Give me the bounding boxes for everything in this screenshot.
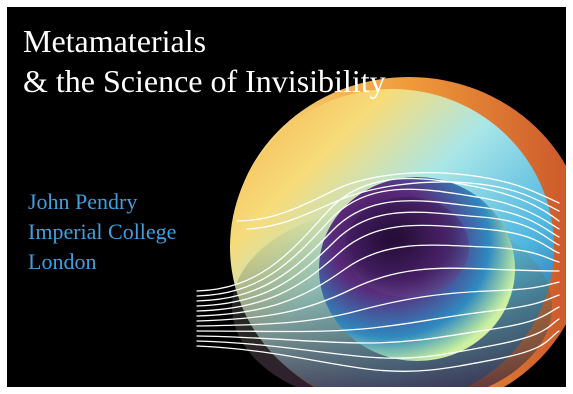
slide-title-line-2: & the Science of Invisibility bbox=[23, 63, 386, 99]
slide-title: Metamaterials & the Science of Invisibil… bbox=[23, 21, 386, 101]
author-name: John Pendry bbox=[28, 189, 138, 214]
presentation-slide: Metamaterials & the Science of Invisibil… bbox=[7, 7, 566, 387]
author-affiliation-line-2: London bbox=[28, 249, 97, 274]
cloak-sphere-illustration bbox=[196, 77, 566, 387]
author-block: John Pendry Imperial College London bbox=[28, 187, 176, 277]
author-affiliation-line-1: Imperial College bbox=[28, 219, 177, 244]
slide-title-line-1: Metamaterials bbox=[23, 23, 207, 59]
field-lines bbox=[196, 172, 560, 373]
